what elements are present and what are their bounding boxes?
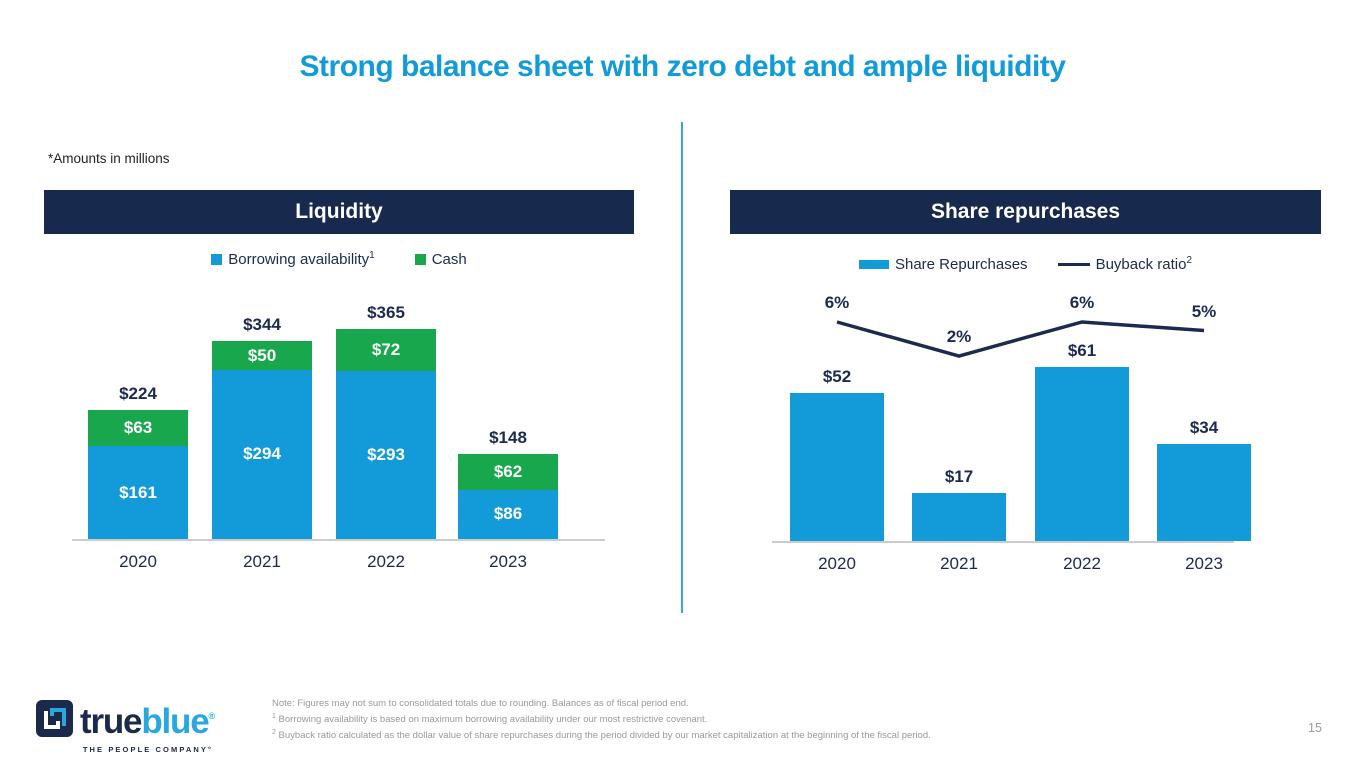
share-repurchases-bar-2020 (790, 392, 884, 541)
legend-item-cash: Cash (414, 251, 467, 268)
liquidity-bar-2023-borrowing-availability (458, 489, 558, 539)
share-repurchases-chart-title: Share repurchases (730, 190, 1321, 234)
vertical-divider (681, 122, 683, 613)
share-repurchases-value-label: $61 (1067, 341, 1097, 361)
share-repurchases-x-tick-2022: 2022 (1063, 554, 1101, 573)
share-repurchases-x-tick-2021: 2021 (940, 554, 978, 573)
legend-item-buyback-ratio: Buyback ratio2 (1057, 255, 1193, 274)
liquidity-total-label: $365 (367, 303, 405, 323)
liquidity-bar-2023-cash (458, 453, 558, 490)
trueblue-logo-icon (36, 700, 73, 737)
footer-notes: Note: Figures may not sum to consolidate… (272, 697, 931, 742)
share-repurchases-bar-2023 (1157, 444, 1251, 541)
liquidity-x-tick-2022: 2022 (367, 552, 405, 571)
buyback-ratio-point-label: 6% (824, 293, 850, 312)
trueblue-wordmark: trueblue® THE PEOPLE COMPANY° (80, 698, 215, 755)
buyback-ratio-point-label: 6% (1069, 293, 1095, 312)
share-repurchases-x-tick-2020: 2020 (818, 554, 856, 573)
liquidity-bar-2021-borrowing-availability (212, 369, 312, 539)
liquidity-segment-label: $62 (493, 461, 523, 481)
legend-label: Cash (431, 251, 467, 268)
legend-item-borrowing-availability: Borrowing availability1 (211, 250, 375, 269)
borrowing-availability-swatch-icon (211, 254, 223, 265)
liquidity-total-label: $148 (489, 427, 527, 447)
share-repurchases-bar-2022 (1035, 367, 1129, 541)
legend-label: Share Repurchases (894, 256, 1028, 273)
share-repurchases-x-axis (772, 541, 1234, 543)
liquidity-segment-label: $63 (123, 418, 153, 438)
cash-swatch-icon (414, 254, 426, 265)
legend-label: Buyback ratio2 (1095, 255, 1193, 274)
share-repurchases-bar-2021 (912, 492, 1006, 541)
liquidity-x-tick-2020: 2020 (119, 552, 157, 571)
legend-label: Borrowing availability1 (228, 250, 375, 269)
liquidity-segment-label: $86 (493, 504, 523, 524)
page-title: Strong balance sheet with zero debt and … (299, 50, 1066, 83)
buyback-ratio-point-label: 5% (1191, 301, 1217, 321)
share-repurchases-value-label: $52 (822, 366, 852, 386)
page-number: 15 (1308, 721, 1322, 735)
buyback-ratio-point-label: 2% (946, 327, 972, 346)
liquidity-segment-label: $293 (367, 444, 405, 464)
share-repurchases-swatch-icon (858, 260, 889, 269)
liquidity-segment-label: $294 (243, 444, 281, 464)
liquidity-x-tick-2021: 2021 (243, 552, 281, 571)
liquidity-legend: Borrowing availability1 Cash (44, 251, 634, 268)
footer-note-line: Note: Figures may not sum to consolidate… (272, 698, 689, 709)
liquidity-bar-2021-cash (212, 341, 312, 370)
buyback-ratio-swatch-icon (1057, 262, 1090, 267)
liquidity-bar-2020-borrowing-availability (88, 446, 188, 539)
footer-note-line: 1 Borrowing availability is based on max… (272, 713, 708, 726)
liquidity-bar-2020-cash (88, 410, 188, 447)
share-repurchases-value-label: $17 (944, 466, 974, 486)
share-repurchases-x-tick-2023: 2023 (1185, 554, 1223, 573)
liquidity-bar-2022-borrowing-availability (336, 370, 436, 539)
liquidity-total-label: $344 (243, 315, 281, 335)
footer-note-line: 2 Buyback ratio calculated as the dollar… (272, 729, 931, 742)
liquidity-bar-2022-cash (336, 329, 436, 371)
liquidity-segment-label: $72 (371, 339, 401, 359)
liquidity-total-label: $224 (119, 384, 157, 404)
trueblue-logo: trueblue® THE PEOPLE COMPANY° (35, 698, 215, 755)
amounts-note: *Amounts in millions (48, 151, 170, 166)
share-repurchases-value-label: $34 (1189, 418, 1219, 438)
liquidity-x-axis (72, 539, 605, 541)
share-repurchases-legend: Share Repurchases Buyback ratio2 (730, 256, 1321, 273)
liquidity-x-tick-2023: 2023 (489, 552, 527, 571)
legend-item-share-repurchases: Share Repurchases (858, 256, 1028, 273)
liquidity-segment-label: $50 (247, 345, 277, 365)
liquidity-chart-title: Liquidity (44, 190, 634, 234)
logo-tagline: THE PEOPLE COMPANY° (82, 745, 214, 754)
liquidity-segment-label: $161 (119, 482, 157, 502)
